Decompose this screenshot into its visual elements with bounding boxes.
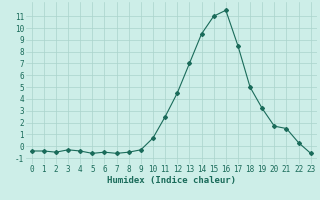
X-axis label: Humidex (Indice chaleur): Humidex (Indice chaleur) xyxy=(107,176,236,185)
